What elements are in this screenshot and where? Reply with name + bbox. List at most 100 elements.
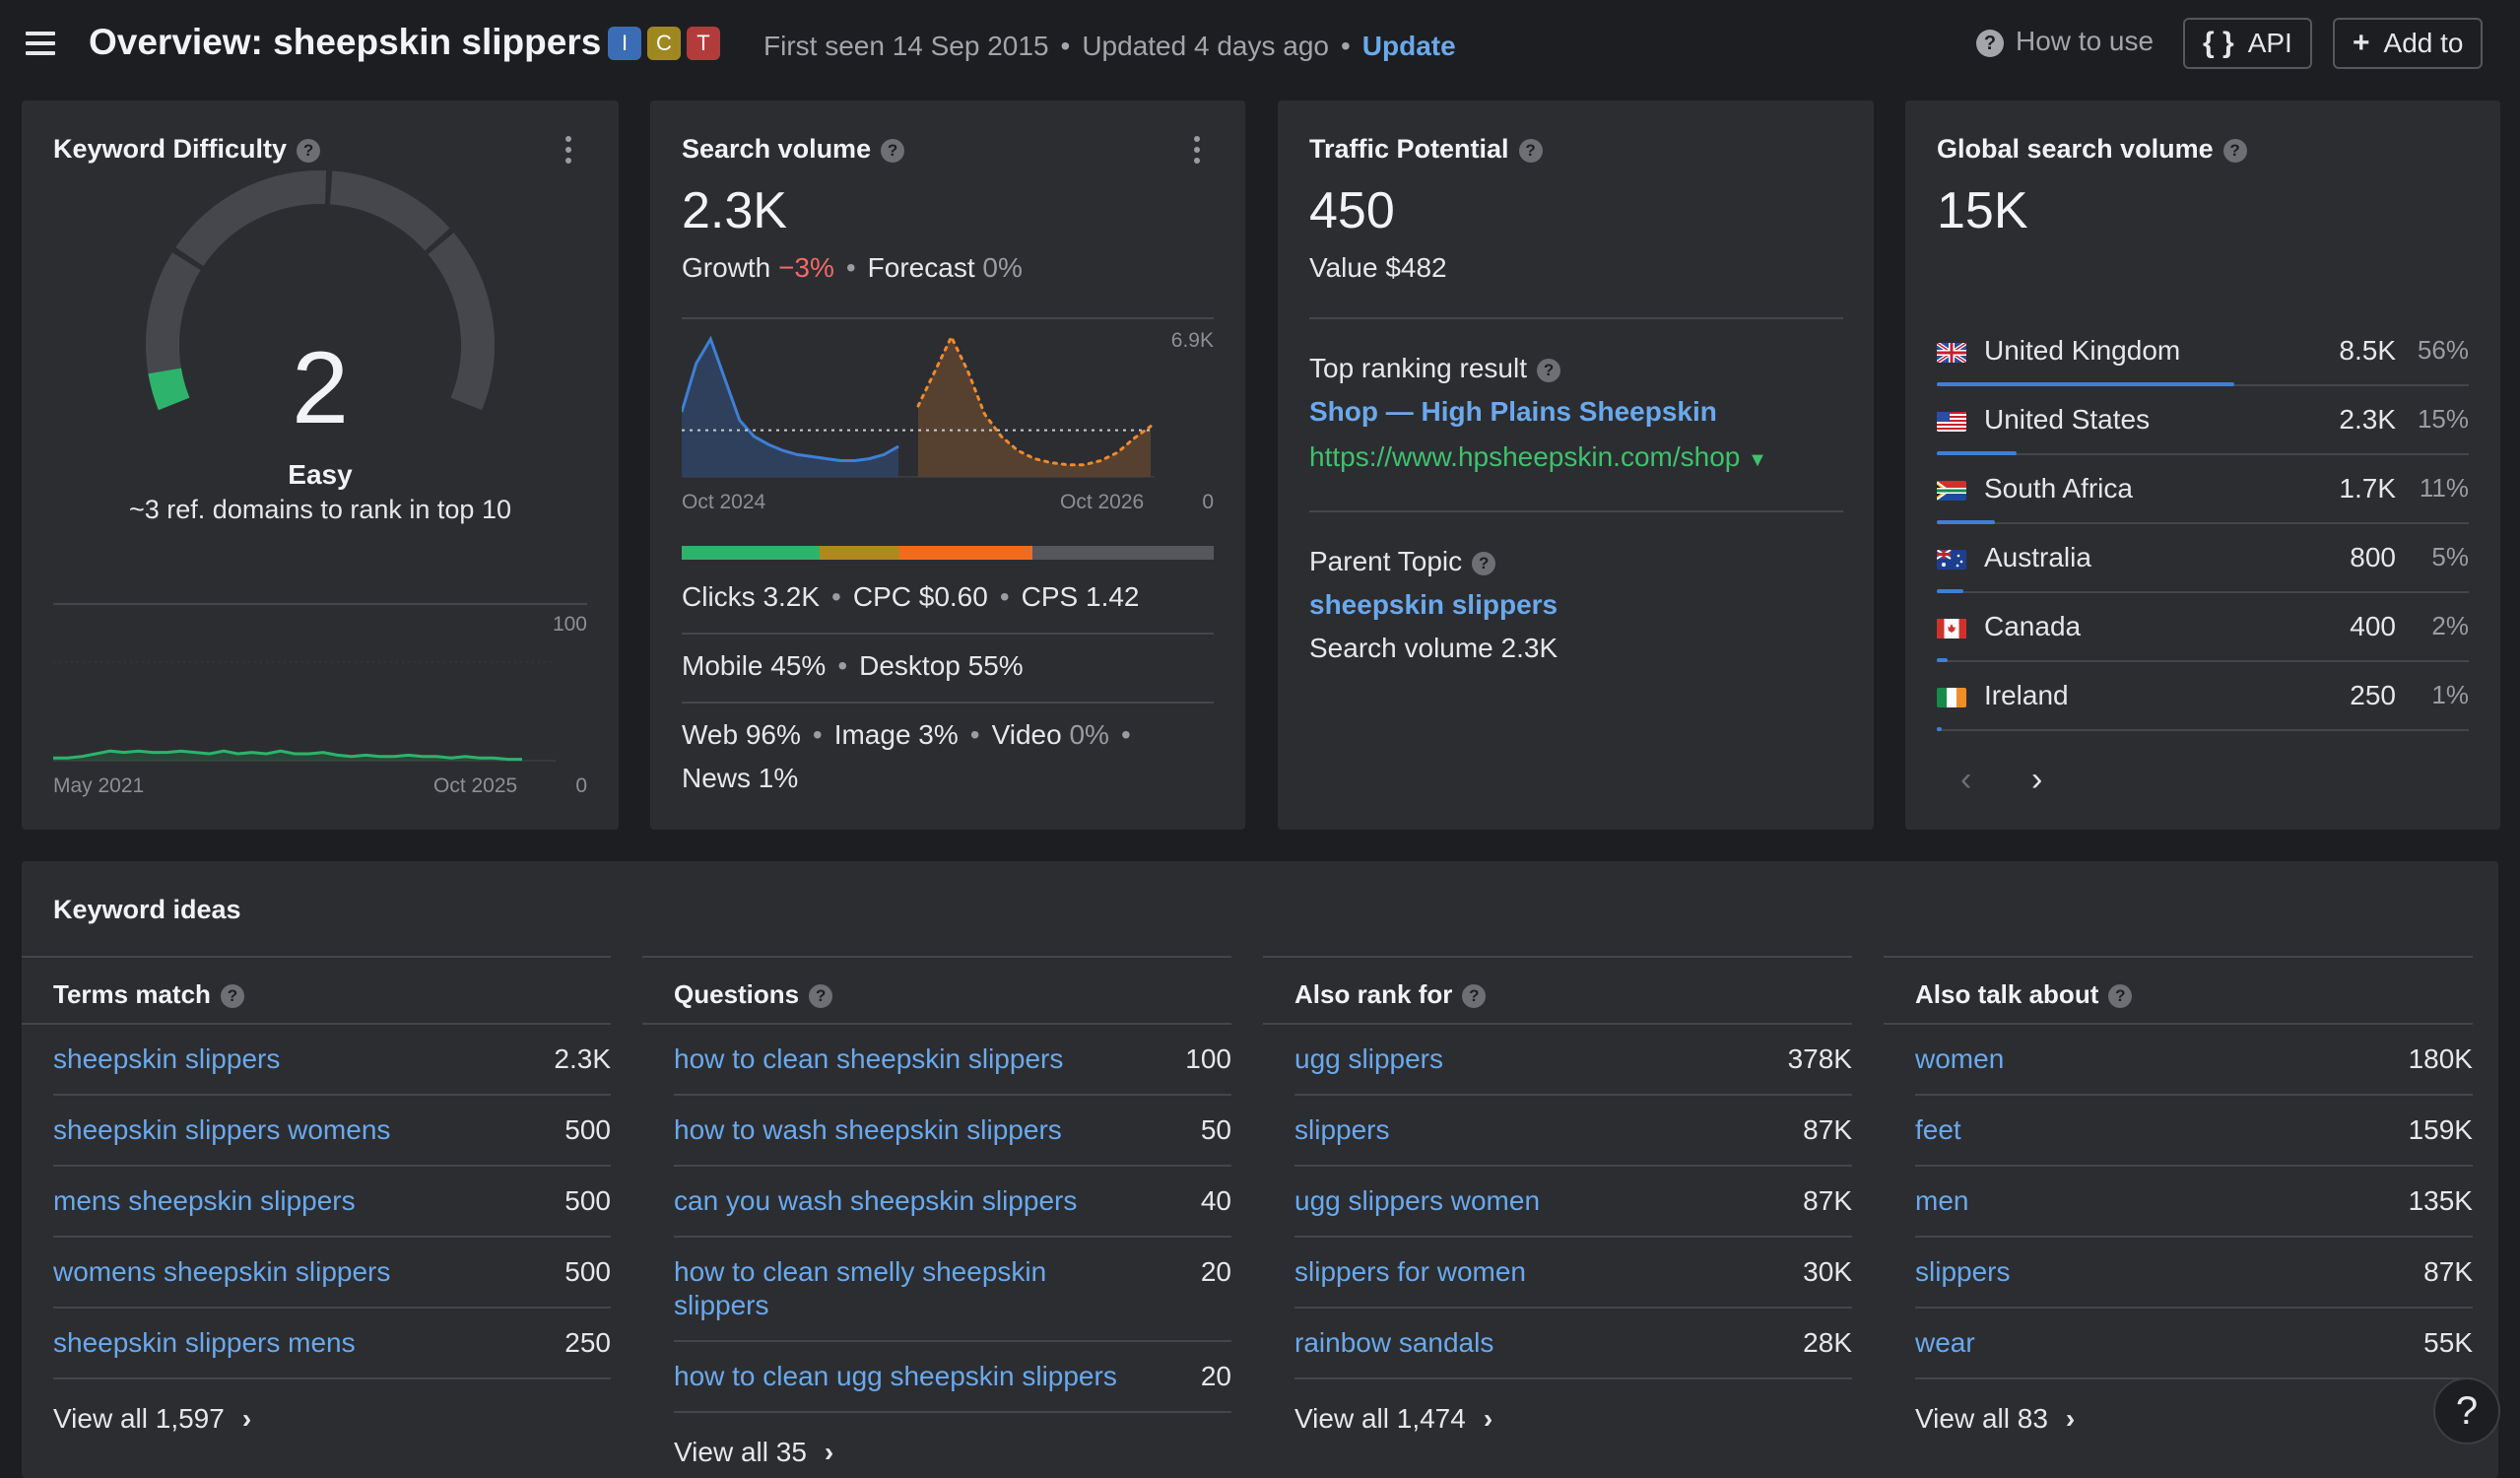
- country-row-au[interactable]: Australia 800 5%: [1937, 524, 2469, 593]
- keyword-row[interactable]: mens sheepskin slippers 500: [53, 1167, 611, 1238]
- country-name: Canada: [1984, 611, 2082, 641]
- help-icon[interactable]: ?: [809, 984, 833, 1009]
- top-result-title[interactable]: Shop — High Plains Sheepskin: [1309, 396, 1717, 427]
- parent-topic-link[interactable]: sheepskin slippers: [1309, 589, 1558, 620]
- page-title: Overview: sheepskin slippers: [89, 22, 602, 62]
- keyword-row[interactable]: ugg slippers 378K: [1294, 1025, 1852, 1096]
- keyword-link[interactable]: how to clean smelly sheepskin slippers: [674, 1256, 1047, 1320]
- keyword-volume: 28K: [1803, 1327, 1852, 1358]
- caret-down-icon[interactable]: ▼: [1748, 449, 1767, 471]
- keyword-link[interactable]: how to wash sheepskin slippers: [674, 1114, 1062, 1145]
- country-row-us[interactable]: United States 2.3K 15%: [1937, 386, 2469, 455]
- keyword-row[interactable]: sheepskin slippers mens 250: [53, 1309, 611, 1379]
- video-label: Video: [991, 719, 1062, 750]
- keyword-row[interactable]: ugg slippers women 87K: [1294, 1167, 1852, 1238]
- keyword-link[interactable]: sheepskin slippers mens: [53, 1327, 356, 1358]
- add-to-button[interactable]: + Add to: [2333, 18, 2484, 69]
- keyword-row[interactable]: wear 55K: [1915, 1309, 2473, 1379]
- how-to-use-label: How to use: [2016, 26, 2155, 56]
- gsv-title-text: Global search volume: [1937, 134, 2214, 164]
- country-row-za[interactable]: South Africa 1.7K 11%: [1937, 455, 2469, 524]
- keyword-link[interactable]: how to clean sheepskin slippers: [674, 1043, 1064, 1074]
- keyword-link[interactable]: ugg slippers women: [1294, 1185, 1541, 1216]
- help-fab-button[interactable]: ?: [2433, 1377, 2500, 1444]
- keyword-volume: 500: [564, 1256, 611, 1287]
- keyword-row[interactable]: sheepskin slippers womens 500: [53, 1096, 611, 1167]
- keyword-link[interactable]: slippers: [1915, 1256, 2011, 1287]
- keyword-row[interactable]: slippers 87K: [1915, 1238, 2473, 1309]
- intent-badge-commercial[interactable]: C: [647, 27, 681, 60]
- help-icon[interactable]: ?: [1462, 984, 1487, 1009]
- keyword-row[interactable]: slippers 87K: [1294, 1096, 1852, 1167]
- keyword-link[interactable]: ugg slippers: [1294, 1043, 1443, 1074]
- help-icon[interactable]: ?: [220, 984, 244, 1009]
- country-row-uk[interactable]: United Kingdom 8.5K 56%: [1937, 317, 2469, 386]
- keyword-link[interactable]: feet: [1915, 1114, 1961, 1145]
- keyword-link[interactable]: sheepskin slippers womens: [53, 1114, 391, 1145]
- keyword-link[interactable]: mens sheepskin slippers: [53, 1185, 356, 1216]
- tp-value: 450: [1309, 182, 1395, 239]
- more-options-icon[interactable]: [565, 136, 571, 168]
- country-row-ca[interactable]: Canada 400 2%: [1937, 593, 2469, 662]
- kd-title-text: Keyword Difficulty: [53, 134, 288, 164]
- country-share-bar: [1937, 589, 1963, 593]
- keyword-row[interactable]: sheepskin slippers 2.3K: [53, 1025, 611, 1096]
- keyword-row[interactable]: womens sheepskin slippers 500: [53, 1238, 611, 1309]
- keyword-volume: 87K: [1803, 1185, 1852, 1216]
- ireland-flag-icon: [1937, 688, 1966, 707]
- help-icon[interactable]: ?: [297, 138, 321, 163]
- menu-icon[interactable]: [26, 32, 55, 55]
- how-to-use-link[interactable]: ? How to use: [1976, 26, 2154, 57]
- keyword-volume: 40: [1200, 1185, 1231, 1216]
- keyword-row[interactable]: can you wash sheepskin slippers 40: [674, 1167, 1231, 1238]
- keyword-link[interactable]: can you wash sheepskin slippers: [674, 1185, 1078, 1216]
- keyword-link[interactable]: women: [1915, 1043, 2005, 1074]
- help-icon[interactable]: ?: [1537, 358, 1561, 382]
- view-all-link[interactable]: View all 1,597 ›: [53, 1403, 611, 1435]
- keyword-ideas-column: Questions? how to clean sheepskin slipper…: [642, 956, 1231, 1468]
- next-page-arrow[interactable]: ›: [2031, 761, 2043, 798]
- view-all-link[interactable]: View all 1,474 ›: [1294, 1403, 1852, 1435]
- keyword-link[interactable]: how to clean ugg sheepskin slippers: [674, 1361, 1117, 1391]
- help-icon[interactable]: ?: [881, 138, 905, 163]
- top-header: Overview: sheepskin slippers I C T First…: [0, 0, 2520, 91]
- help-icon[interactable]: ?: [1472, 551, 1496, 575]
- intent-badge-transactional[interactable]: T: [687, 27, 720, 60]
- growth-label: Growth: [682, 252, 771, 283]
- keyword-link[interactable]: men: [1915, 1185, 1969, 1216]
- keyword-row[interactable]: feet 159K: [1915, 1096, 2473, 1167]
- keyword-link[interactable]: sheepskin slippers: [53, 1043, 281, 1074]
- keyword-link[interactable]: womens sheepskin slippers: [53, 1256, 391, 1287]
- view-all-link[interactable]: View all 83 ›: [1915, 1403, 2473, 1435]
- keyword-link[interactable]: wear: [1915, 1327, 1975, 1358]
- keyword-row[interactable]: how to clean ugg sheepskin slippers 20: [674, 1342, 1231, 1413]
- help-fab-label: ?: [2455, 1389, 2479, 1433]
- global-volume-card: Global search volume? 15K United Kingdom…: [1905, 101, 2500, 830]
- help-icon[interactable]: ?: [1518, 138, 1543, 163]
- gsv-value: 15K: [1937, 182, 2028, 239]
- view-all-link[interactable]: View all 35 ›: [674, 1437, 1231, 1468]
- keyword-row[interactable]: how to clean sheepskin slippers 100: [674, 1025, 1231, 1096]
- keyword-link[interactable]: rainbow sandals: [1294, 1327, 1494, 1358]
- keyword-link[interactable]: slippers for women: [1294, 1256, 1526, 1287]
- country-share-bar: [1937, 727, 1943, 731]
- keyword-link[interactable]: slippers: [1294, 1114, 1390, 1145]
- keyword-row[interactable]: how to wash sheepskin slippers 50: [674, 1096, 1231, 1167]
- help-icon[interactable]: ?: [2108, 984, 2133, 1009]
- update-link[interactable]: Update: [1361, 31, 1456, 61]
- help-icon[interactable]: ?: [2222, 138, 2247, 163]
- intent-badge-informational[interactable]: I: [608, 27, 641, 60]
- more-options-icon[interactable]: [1194, 136, 1200, 168]
- keyword-row[interactable]: men 135K: [1915, 1167, 2473, 1238]
- kd-gauge-segment: [428, 233, 495, 411]
- keyword-row[interactable]: rainbow sandals 28K: [1294, 1309, 1852, 1379]
- top-result-url[interactable]: https://www.hpsheepskin.com/shop ▼: [1309, 441, 1767, 473]
- keyword-row[interactable]: slippers for women 30K: [1294, 1238, 1852, 1309]
- keyword-row[interactable]: women 180K: [1915, 1025, 2473, 1096]
- country-row-ie[interactable]: Ireland 250 1%: [1937, 662, 2469, 731]
- country-volume: 2.3K: [2339, 404, 2396, 435]
- prev-page-arrow[interactable]: ‹: [1960, 761, 1972, 798]
- country-percent: 1%: [2431, 680, 2469, 709]
- keyword-row[interactable]: how to clean smelly sheepskin slippers 20: [674, 1238, 1231, 1342]
- api-button[interactable]: { } API: [2183, 18, 2312, 69]
